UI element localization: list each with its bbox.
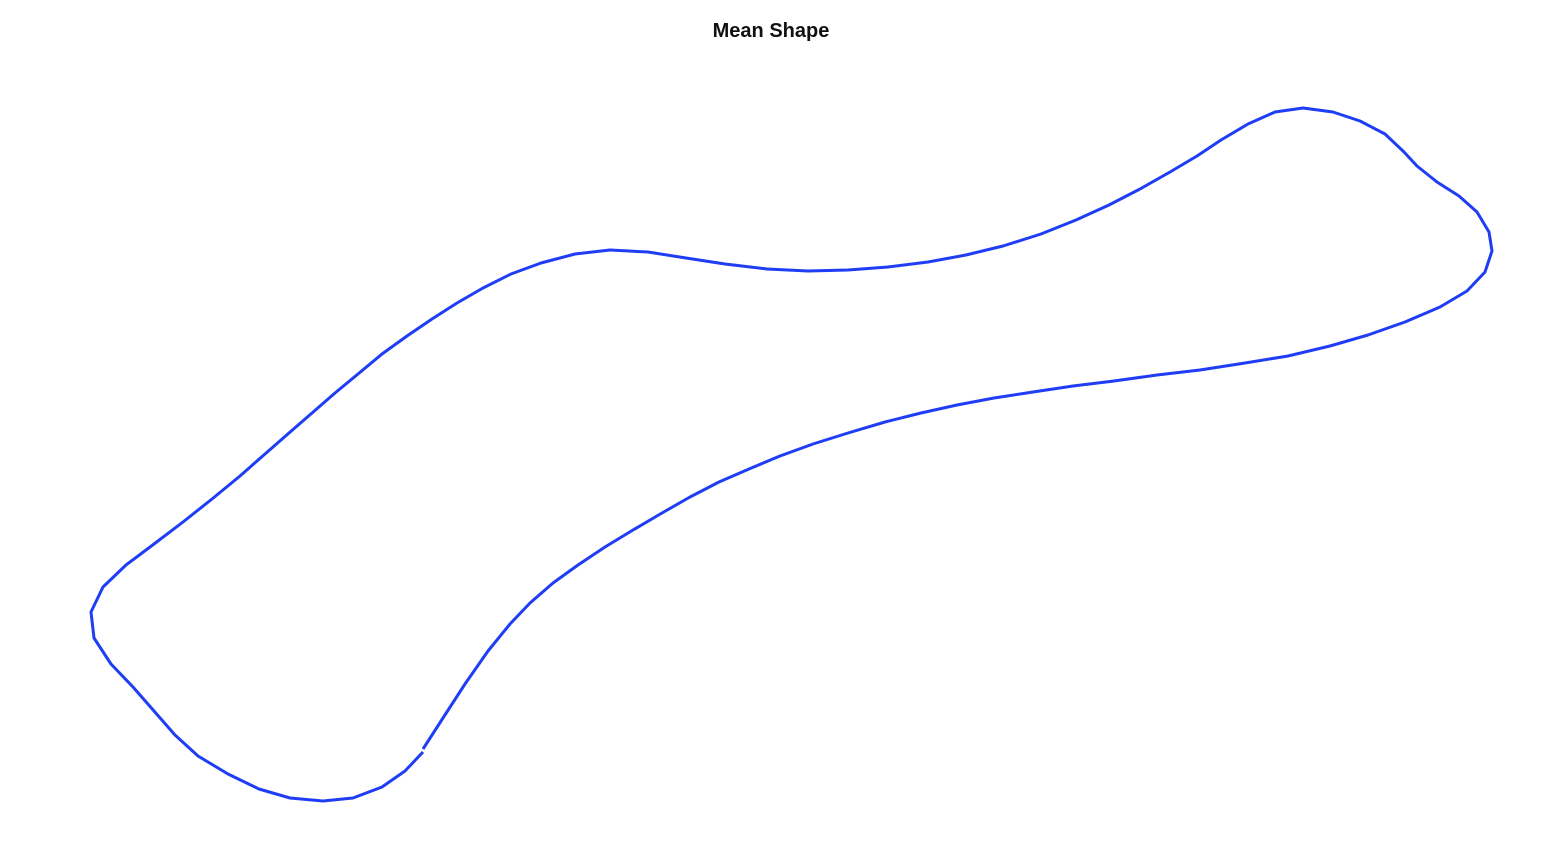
shape-outline-series-0 bbox=[91, 108, 1492, 801]
